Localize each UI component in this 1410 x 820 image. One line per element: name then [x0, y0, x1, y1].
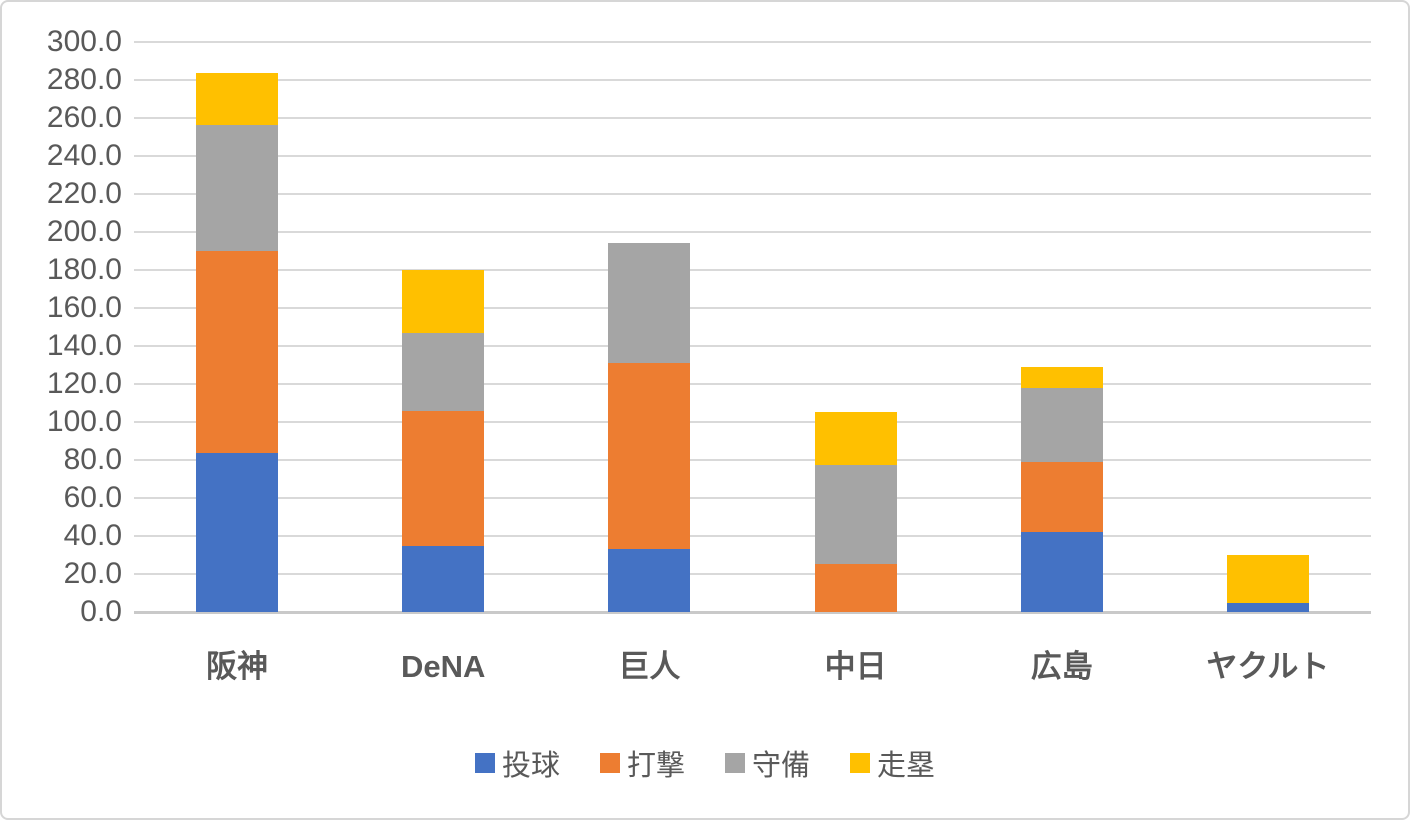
bar-segment-c1-s3 [402, 270, 485, 333]
gridline [134, 117, 1371, 119]
bar-segment-c0-s1 [196, 251, 279, 454]
y-tick-label: 80.0 [63, 443, 122, 476]
y-tick-label: 120.0 [46, 367, 122, 400]
legend-label: 走塁 [877, 750, 936, 782]
y-tick-label: 220.0 [46, 177, 122, 210]
legend-swatch-icon [474, 753, 495, 773]
legend-swatch-icon [725, 753, 745, 773]
legend-label: 打撃 [626, 750, 685, 782]
y-tick-label: 200.0 [46, 215, 122, 248]
gridline [134, 383, 1371, 385]
gridline [134, 573, 1371, 575]
y-tick-label: 140.0 [46, 329, 122, 362]
gridline [134, 193, 1371, 195]
bar-segment-c4-s1 [1020, 461, 1103, 533]
gridline [134, 459, 1371, 461]
bar-segment-c2-s2 [608, 243, 691, 364]
gridline [134, 155, 1371, 157]
gridline [134, 421, 1371, 423]
gridline [134, 269, 1371, 271]
legend-label: 守備 [752, 750, 811, 782]
y-tick-label: 0.0 [80, 595, 122, 628]
chart-legend: 投球 打撃 守備 走塁 [2, 742, 1408, 784]
x-category-label: ヤクルト [1206, 649, 1330, 684]
bar-segment-c0-s3 [196, 73, 279, 125]
legend-item-s0: 投球 [474, 742, 560, 784]
gridline [134, 345, 1371, 347]
y-tick-label: 100.0 [46, 405, 122, 438]
bar-segment-c4-s3 [1020, 366, 1103, 388]
gridline [134, 41, 1371, 43]
bar-segment-c1-s2 [402, 332, 485, 411]
legend-label: 投球 [501, 750, 560, 782]
y-tick-label: 40.0 [63, 519, 122, 552]
legend-item-s2: 守備 [725, 742, 810, 784]
y-tick-label: 280.0 [46, 63, 122, 96]
gridline [134, 535, 1371, 537]
y-tick-label: 20.0 [63, 557, 122, 590]
y-tick-label: 300.0 [46, 25, 122, 58]
x-category-label: 広島 [1030, 649, 1093, 684]
gridline [134, 307, 1371, 309]
legend-swatch-icon [850, 753, 871, 773]
x-category-label: 阪神 [206, 649, 269, 684]
bar-segment-c2-s0 [608, 549, 691, 612]
bar-segment-c1-s0 [402, 545, 485, 612]
bar-segment-c1-s1 [402, 410, 485, 546]
plot-area [134, 41, 1371, 614]
x-axis-line [134, 611, 1371, 614]
bar-segment-c5-s0 [1226, 602, 1309, 612]
gridline [134, 497, 1371, 499]
x-category-label: 中日 [824, 649, 887, 684]
legend-item-s3: 走塁 [850, 742, 935, 784]
bar-segment-c3-s3 [814, 411, 897, 465]
legend-swatch-icon [599, 753, 620, 773]
y-tick-label: 180.0 [46, 253, 122, 286]
bar-segment-c4-s2 [1020, 387, 1103, 462]
x-category-label: DeNA [401, 649, 486, 684]
legend-item-s1: 打撃 [599, 742, 685, 784]
gridline [134, 231, 1371, 233]
y-tick-label: 240.0 [46, 139, 122, 172]
y-tick-label: 60.0 [63, 481, 122, 514]
bar-segment-c4-s0 [1020, 532, 1103, 612]
bar-segment-c5-s3 [1226, 555, 1309, 603]
x-category-label: 巨人 [618, 649, 681, 684]
y-tick-label: 160.0 [46, 291, 122, 324]
bar-segment-c0-s0 [196, 453, 279, 612]
bar-segment-c2-s1 [608, 363, 691, 550]
y-tick-label: 260.0 [46, 101, 122, 134]
gridline [134, 79, 1371, 81]
bar-segment-c3-s1 [814, 563, 897, 612]
bar-segment-c0-s2 [196, 124, 279, 251]
bar-segment-c3-s2 [814, 464, 897, 564]
